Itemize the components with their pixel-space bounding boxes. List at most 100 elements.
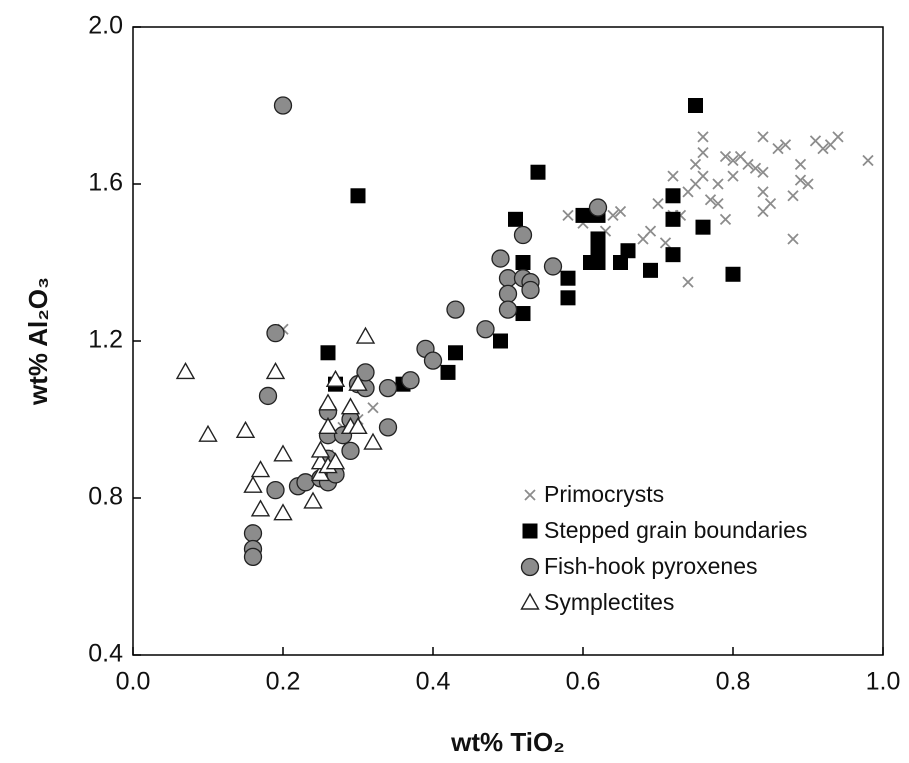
point: [613, 255, 628, 270]
point: [562, 209, 574, 222]
point: [794, 174, 807, 186]
point: [243, 524, 263, 543]
point: [734, 150, 747, 163]
y-tick-label: 0.8: [88, 483, 123, 511]
legend-marker: [524, 489, 536, 501]
point: [543, 257, 563, 276]
point: [757, 205, 769, 218]
y-axis-label: wt% Al₂O₃: [23, 277, 53, 406]
point: [749, 162, 762, 174]
x-tick-label: 0.8: [716, 668, 751, 696]
point: [367, 402, 379, 414]
point: [809, 135, 822, 147]
point: [266, 480, 285, 500]
y-tick-label: 1.2: [88, 326, 123, 354]
legend-marker: [522, 523, 538, 539]
point: [772, 143, 784, 155]
y-tick-label: 1.6: [88, 169, 123, 197]
point: [266, 323, 285, 343]
legend-label: Primocrysts: [544, 481, 664, 507]
point: [794, 158, 807, 171]
point: [498, 300, 518, 319]
point: [697, 131, 709, 143]
point: [250, 499, 271, 517]
point: [665, 247, 681, 263]
point: [607, 209, 619, 222]
x-tick-label: 0.6: [566, 668, 601, 696]
point: [340, 397, 361, 415]
point: [363, 432, 383, 450]
x-tick-label: 1.0: [866, 668, 901, 696]
point: [787, 233, 799, 245]
point: [515, 306, 531, 322]
point: [350, 188, 366, 204]
point: [448, 345, 463, 361]
legend-label: Fish-hook pyroxenes: [544, 553, 758, 579]
point: [273, 444, 293, 462]
point: [243, 475, 263, 493]
point: [355, 326, 376, 344]
point: [697, 146, 709, 159]
point: [310, 440, 331, 458]
point: [560, 290, 576, 306]
point: [637, 233, 649, 245]
point: [265, 361, 286, 380]
point: [491, 249, 510, 268]
point: [348, 416, 368, 435]
point: [325, 452, 346, 470]
point: [318, 416, 338, 435]
point: [530, 164, 546, 180]
point: [250, 460, 271, 478]
point: [378, 418, 398, 437]
point: [665, 188, 681, 204]
point: [665, 211, 681, 227]
point: [719, 150, 732, 163]
point: [440, 364, 456, 380]
point: [712, 197, 724, 210]
point: [643, 262, 658, 278]
point: [682, 276, 694, 288]
point: [508, 211, 523, 227]
legend-marker: [520, 557, 540, 577]
point: [727, 170, 739, 182]
point: [318, 393, 338, 411]
point: [341, 441, 360, 461]
point: [273, 96, 293, 115]
point: [695, 219, 711, 235]
point: [515, 255, 531, 270]
point: [667, 170, 679, 182]
legend-marker: [520, 592, 540, 610]
point: [356, 363, 375, 382]
point: [824, 139, 837, 151]
point: [779, 139, 792, 151]
point: [588, 198, 608, 217]
point: [725, 266, 741, 282]
point: [273, 503, 293, 521]
x-tick-label: 0.2: [266, 668, 301, 696]
point: [590, 255, 606, 270]
point: [423, 351, 443, 370]
point: [712, 178, 724, 190]
point: [757, 131, 769, 143]
legend-label: Symplectites: [544, 589, 674, 615]
point: [320, 345, 336, 361]
point: [498, 284, 518, 304]
point: [476, 320, 495, 339]
point: [348, 373, 368, 391]
point: [296, 473, 315, 492]
point: [590, 231, 606, 247]
point: [862, 154, 874, 167]
point: [493, 333, 508, 349]
point: [682, 186, 694, 198]
point: [513, 225, 533, 245]
point: [787, 190, 799, 202]
point: [560, 270, 576, 286]
point: [401, 371, 420, 390]
point: [325, 369, 346, 387]
x-axis-label: wt% TiO₂: [450, 727, 565, 757]
point: [689, 158, 702, 171]
point: [235, 420, 256, 438]
point: [802, 178, 814, 190]
point: [614, 205, 627, 218]
